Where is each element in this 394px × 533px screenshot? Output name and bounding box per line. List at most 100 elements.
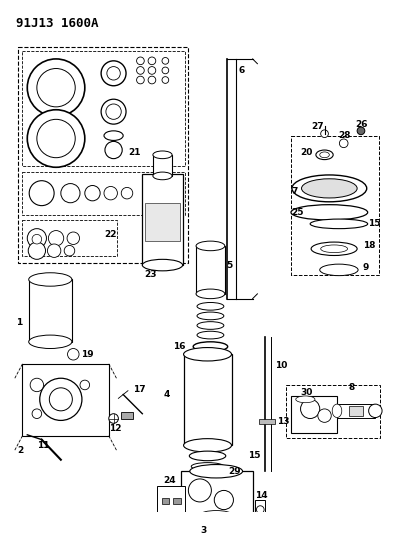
Text: 15: 15	[368, 220, 380, 228]
Circle shape	[105, 141, 122, 159]
Ellipse shape	[197, 321, 224, 329]
Ellipse shape	[193, 342, 228, 351]
Circle shape	[121, 188, 133, 199]
Circle shape	[47, 244, 61, 257]
Text: 21: 21	[128, 148, 140, 157]
Text: 9: 9	[363, 263, 369, 272]
Ellipse shape	[104, 131, 123, 140]
Bar	[196, 246, 225, 294]
Ellipse shape	[201, 511, 232, 518]
Text: 12: 12	[109, 424, 121, 433]
Circle shape	[339, 139, 348, 148]
Text: 4: 4	[164, 390, 170, 399]
Circle shape	[40, 378, 82, 421]
Circle shape	[61, 183, 80, 203]
Bar	[142, 174, 182, 265]
Bar	[22, 364, 109, 436]
Text: 17: 17	[133, 385, 145, 394]
Ellipse shape	[184, 348, 232, 361]
Text: 28: 28	[338, 131, 350, 140]
Text: 23: 23	[144, 270, 157, 279]
Ellipse shape	[316, 150, 333, 159]
Text: 3: 3	[200, 526, 206, 533]
Text: 13: 13	[277, 417, 289, 426]
Circle shape	[318, 409, 331, 422]
Ellipse shape	[369, 404, 382, 417]
Ellipse shape	[311, 242, 357, 255]
Bar	[29, 279, 72, 342]
Bar	[157, 486, 186, 526]
Bar	[291, 397, 337, 433]
Ellipse shape	[197, 312, 224, 320]
Text: 24: 24	[164, 477, 176, 486]
Text: 30: 30	[301, 388, 313, 397]
Ellipse shape	[320, 264, 358, 276]
Bar	[22, 172, 184, 215]
Text: 16: 16	[173, 342, 186, 351]
Text: 14: 14	[255, 491, 268, 500]
Bar	[162, 498, 169, 504]
Bar	[337, 404, 375, 417]
Ellipse shape	[153, 172, 172, 180]
Circle shape	[27, 110, 85, 167]
Bar	[145, 203, 180, 241]
Bar	[255, 500, 265, 513]
Ellipse shape	[321, 245, 348, 253]
Circle shape	[104, 187, 117, 200]
Circle shape	[214, 490, 233, 510]
Circle shape	[64, 245, 75, 256]
Bar	[121, 412, 133, 419]
Ellipse shape	[320, 152, 329, 158]
Text: 25: 25	[291, 208, 303, 217]
Bar	[224, 356, 230, 443]
Circle shape	[321, 130, 328, 138]
Ellipse shape	[106, 104, 121, 119]
Circle shape	[27, 59, 85, 116]
Text: 5: 5	[227, 261, 233, 270]
Bar	[173, 498, 181, 504]
Bar	[286, 385, 380, 438]
Text: 18: 18	[363, 241, 375, 251]
Text: 29: 29	[229, 467, 241, 476]
Circle shape	[301, 399, 320, 418]
Ellipse shape	[142, 260, 182, 271]
Circle shape	[101, 61, 126, 86]
Bar	[181, 471, 253, 524]
Ellipse shape	[292, 175, 367, 202]
Text: 1: 1	[16, 318, 22, 327]
Circle shape	[109, 414, 118, 423]
Ellipse shape	[196, 289, 225, 298]
Ellipse shape	[29, 335, 72, 349]
Bar	[22, 220, 117, 256]
Text: 22: 22	[104, 230, 117, 239]
Text: 15: 15	[248, 451, 260, 461]
Bar	[22, 51, 184, 166]
Text: 6: 6	[238, 66, 245, 75]
Bar	[259, 418, 275, 424]
Circle shape	[32, 235, 42, 244]
Circle shape	[80, 380, 89, 390]
Circle shape	[30, 378, 44, 392]
Ellipse shape	[190, 465, 243, 478]
Ellipse shape	[197, 331, 224, 339]
Ellipse shape	[196, 241, 225, 251]
Text: 11: 11	[37, 441, 49, 450]
Text: 8: 8	[349, 383, 355, 392]
Ellipse shape	[301, 179, 357, 198]
Bar	[291, 135, 379, 274]
Text: 2: 2	[18, 446, 24, 455]
Bar	[67, 282, 72, 341]
Circle shape	[188, 479, 212, 502]
Ellipse shape	[296, 396, 315, 403]
Circle shape	[29, 181, 54, 206]
Text: 10: 10	[275, 361, 287, 370]
Bar	[184, 356, 191, 443]
Ellipse shape	[29, 273, 72, 286]
Circle shape	[67, 349, 79, 360]
Circle shape	[357, 127, 365, 135]
Circle shape	[85, 185, 100, 201]
Text: 7: 7	[291, 187, 297, 196]
Circle shape	[146, 196, 154, 204]
Circle shape	[256, 506, 264, 513]
Circle shape	[146, 185, 154, 193]
